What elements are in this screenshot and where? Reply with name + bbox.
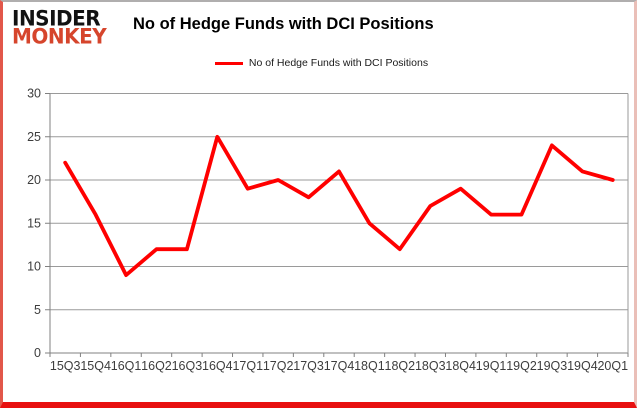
- x-axis-label: 16Q4: [202, 359, 233, 373]
- line-chart: 0 5 10 15 20 25 30 15Q3 15Q4 16Q1 16Q2 16Q3 16Q4 17Q1…: [27, 87, 629, 373]
- y-axis-label: 20: [27, 173, 41, 187]
- chart-title: No of Hedge Funds with DCI Positions: [133, 15, 434, 33]
- x-axis-label: 15Q3: [50, 359, 81, 373]
- x-axis-label: 16Q3: [172, 359, 203, 373]
- y-axis-label: 30: [27, 87, 41, 101]
- x-axis-label: 19Q3: [537, 359, 568, 373]
- y-axis-label: 25: [27, 130, 41, 144]
- x-axis-label: 16Q1: [111, 359, 142, 373]
- x-axis-label: 18Q3: [415, 359, 446, 373]
- legend-label: No of Hedge Funds with DCI Positions: [248, 57, 429, 69]
- y-axis-label: 5: [34, 303, 41, 317]
- y-axis-label: 15: [27, 216, 41, 230]
- x-axis-label: 19Q2: [506, 359, 537, 373]
- legend: No of Hedge Funds with DCI Positions: [3, 57, 634, 69]
- x-axis-label: 17Q2: [263, 359, 294, 373]
- insider-monkey-logo: INSIDER MONKEY: [12, 5, 107, 49]
- y-axis-label: 10: [27, 260, 41, 274]
- logo-monkey-text: MONKEY: [12, 23, 107, 49]
- x-axis-label: 17Q3: [293, 359, 324, 373]
- x-axis-label: 18Q1: [354, 359, 385, 373]
- logo-insider-text: INSIDER: [12, 5, 101, 31]
- x-axis-label: 18Q2: [385, 359, 416, 373]
- x-axis-label: 19Q1: [476, 359, 507, 373]
- legend-line-swatch: [214, 61, 243, 65]
- x-axis-label: 15Q4: [80, 359, 111, 373]
- x-axis-label: 20Q1: [597, 359, 628, 373]
- x-axis-label: 18Q4: [445, 359, 476, 373]
- y-axis-label: 0: [34, 346, 41, 360]
- x-axis-label: 17Q4: [324, 359, 355, 373]
- series-line: [63, 134, 615, 278]
- x-axis-label: 16Q2: [141, 359, 172, 373]
- x-axis-label: 17Q1: [232, 359, 263, 373]
- x-axis-label: 19Q4: [567, 359, 598, 373]
